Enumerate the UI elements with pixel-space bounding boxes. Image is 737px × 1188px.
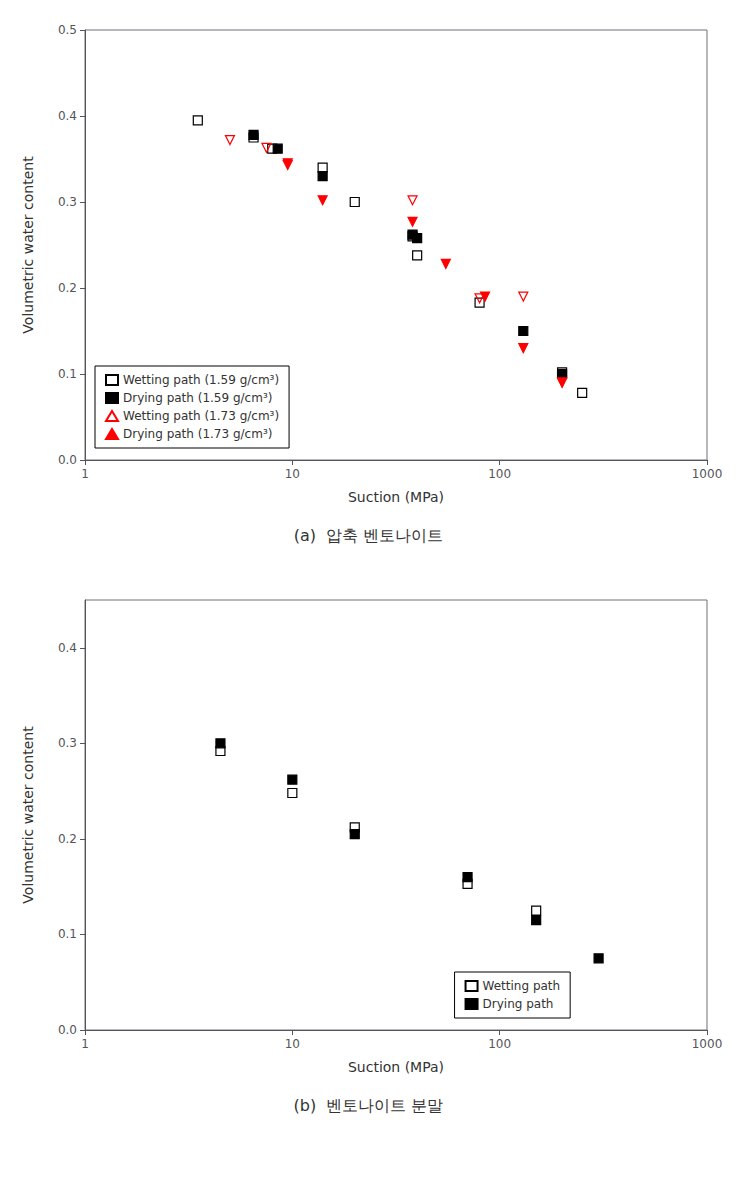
svg-text:Drying path (1.59 g/cm³): Drying path (1.59 g/cm³) bbox=[123, 391, 272, 405]
svg-text:0.1: 0.1 bbox=[58, 927, 77, 941]
svg-text:Wetting path (1.59 g/cm³): Wetting path (1.59 g/cm³) bbox=[123, 373, 279, 387]
svg-text:0.4: 0.4 bbox=[58, 109, 77, 123]
svg-text:0.3: 0.3 bbox=[58, 195, 77, 209]
svg-text:(b) 벤토나이트 분말: (b) 벤토나이트 분말 bbox=[294, 1096, 444, 1115]
svg-text:Wetting path: Wetting path bbox=[483, 979, 561, 993]
svg-text:0.2: 0.2 bbox=[58, 281, 77, 295]
svg-text:0.1: 0.1 bbox=[58, 367, 77, 381]
svg-text:0.5: 0.5 bbox=[58, 23, 77, 37]
svg-text:Drying path (1.73 g/cm³): Drying path (1.73 g/cm³) bbox=[123, 427, 272, 441]
svg-text:1000: 1000 bbox=[692, 467, 723, 481]
svg-text:100: 100 bbox=[488, 467, 511, 481]
svg-text:0.4: 0.4 bbox=[58, 641, 77, 655]
svg-text:Wetting path (1.73 g/cm³): Wetting path (1.73 g/cm³) bbox=[123, 409, 279, 423]
svg-text:1: 1 bbox=[81, 1037, 89, 1051]
svg-text:0.0: 0.0 bbox=[58, 1023, 77, 1037]
svg-text:Suction (MPa): Suction (MPa) bbox=[348, 1059, 444, 1075]
svg-text:100: 100 bbox=[488, 1037, 511, 1051]
svg-text:0.3: 0.3 bbox=[58, 736, 77, 750]
svg-text:Suction (MPa): Suction (MPa) bbox=[348, 489, 444, 505]
svg-text:Volumetric water content: Volumetric water content bbox=[20, 726, 36, 904]
svg-text:Volumetric water content: Volumetric water content bbox=[20, 156, 36, 334]
svg-text:1000: 1000 bbox=[692, 1037, 723, 1051]
svg-text:Drying path: Drying path bbox=[483, 997, 554, 1011]
svg-text:0.0: 0.0 bbox=[58, 453, 77, 467]
svg-text:0.2: 0.2 bbox=[58, 832, 77, 846]
svg-text:10: 10 bbox=[285, 467, 300, 481]
svg-text:(a) 압축 벤토나이트: (a) 압축 벤토나이트 bbox=[294, 526, 444, 545]
svg-text:10: 10 bbox=[285, 1037, 300, 1051]
svg-text:1: 1 bbox=[81, 467, 89, 481]
